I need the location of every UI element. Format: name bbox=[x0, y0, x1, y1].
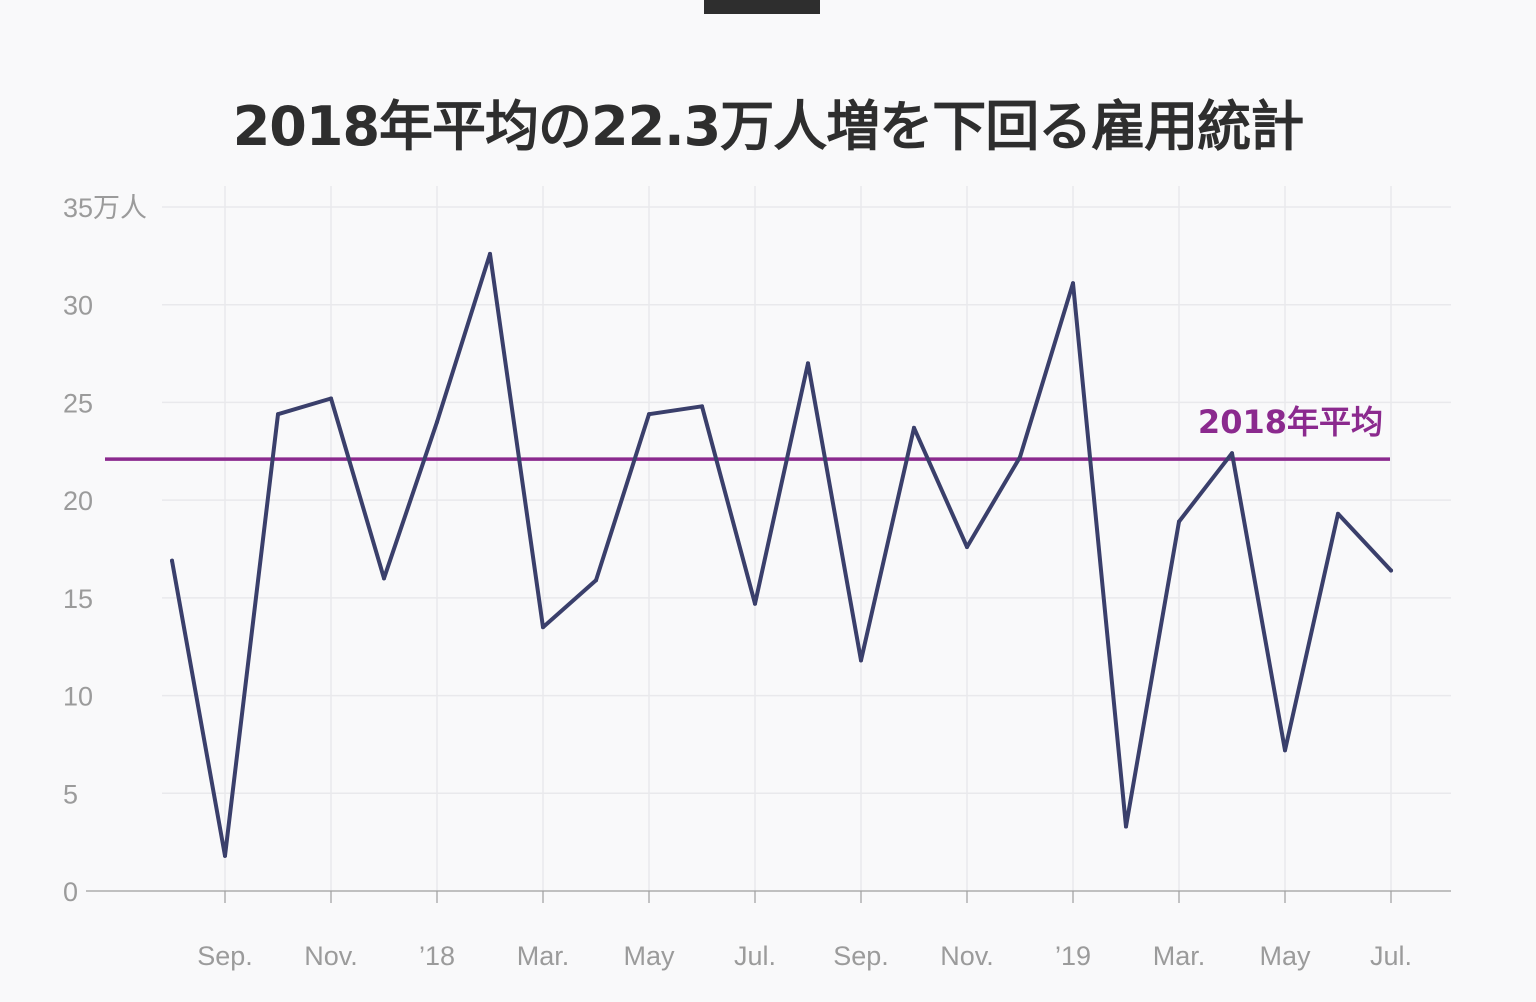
x-tick-label: May bbox=[623, 941, 675, 971]
x-tick-label: Sep. bbox=[197, 941, 253, 971]
data-point bbox=[276, 412, 280, 417]
x-tick-label: ’18 bbox=[419, 941, 455, 971]
x-tick-label: May bbox=[1259, 941, 1311, 971]
data-point bbox=[488, 251, 492, 256]
y-tick-label: 20 bbox=[63, 486, 93, 516]
data-point bbox=[170, 558, 174, 563]
data-point bbox=[647, 412, 651, 417]
y-tick-label: 30 bbox=[63, 291, 93, 321]
data-point bbox=[859, 658, 863, 663]
x-tick-label: Sep. bbox=[833, 941, 889, 971]
y-tick-label: 35万人 bbox=[63, 193, 147, 223]
data-point bbox=[1071, 281, 1075, 286]
x-tick-label: Nov. bbox=[304, 941, 358, 971]
data-point bbox=[700, 404, 704, 409]
data-point bbox=[1230, 451, 1234, 456]
x-tick-label: Mar. bbox=[1153, 941, 1206, 971]
y-tick-label: 25 bbox=[63, 388, 93, 418]
top-tab-marker bbox=[704, 0, 820, 14]
average-reference-label: 2018年平均 bbox=[1198, 403, 1383, 441]
x-tick-label: ’19 bbox=[1055, 941, 1091, 971]
data-point bbox=[965, 545, 969, 550]
data-point bbox=[1283, 748, 1287, 753]
x-tick-label: Jul. bbox=[1370, 941, 1412, 971]
data-point bbox=[1177, 519, 1181, 524]
data-point bbox=[1389, 568, 1393, 573]
grid-layer bbox=[162, 186, 1451, 891]
data-point bbox=[1124, 824, 1128, 829]
data-point bbox=[541, 625, 545, 630]
y-tick-label: 0 bbox=[63, 877, 78, 907]
data-point bbox=[753, 601, 757, 606]
data-point bbox=[382, 576, 386, 581]
series-layer bbox=[170, 251, 1393, 858]
data-point bbox=[912, 425, 916, 430]
y-tick-label: 5 bbox=[63, 779, 78, 809]
x-tick-label: Nov. bbox=[940, 941, 994, 971]
data-point bbox=[594, 578, 598, 583]
data-point bbox=[1018, 455, 1022, 460]
data-point bbox=[435, 419, 439, 424]
series-line bbox=[170, 251, 1393, 858]
x-tick-label: Jul. bbox=[734, 941, 776, 971]
y-tick-label: 10 bbox=[63, 682, 93, 712]
chart-title: 2018年平均の22.3万人増を下回る雇用統計 bbox=[232, 95, 1305, 158]
axis-layer: 0 5 10 15 20 25 30 35万人 Sep. Nov. ’18 Mar. May Jul. Se… bbox=[63, 193, 1451, 971]
y-tick-label: 15 bbox=[63, 584, 93, 614]
data-point bbox=[223, 853, 227, 858]
x-tick-label: Mar. bbox=[517, 941, 570, 971]
reference-layer: 2018年平均 bbox=[105, 403, 1390, 461]
data-point bbox=[1336, 511, 1340, 516]
data-point bbox=[806, 361, 810, 366]
data-point bbox=[329, 396, 333, 401]
